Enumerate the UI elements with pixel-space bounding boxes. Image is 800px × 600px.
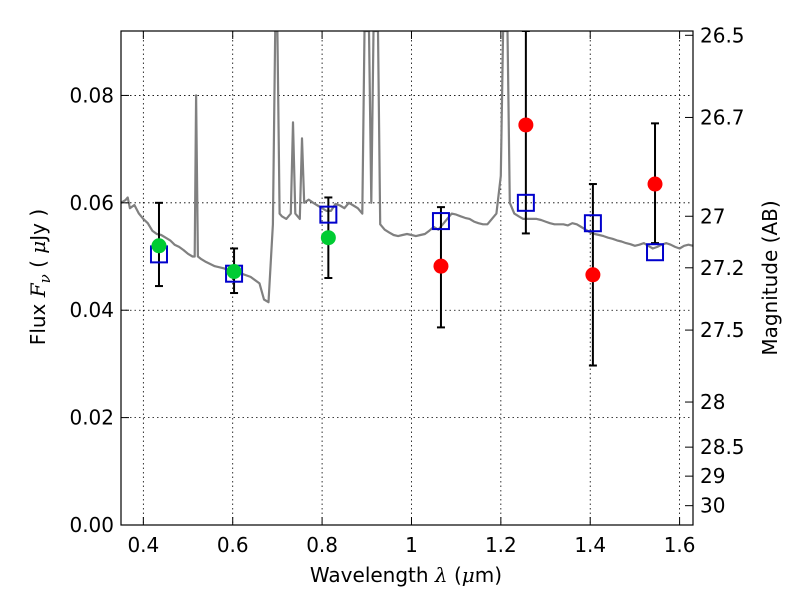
model-square-point (431, 212, 450, 231)
model-spectrum-line (121, 31, 693, 304)
y2-tick-label: 26.5 (700, 23, 745, 47)
y2-tick-label: 29 (700, 464, 725, 488)
y-axis-label-part: F (26, 282, 50, 298)
y2-axis-label: Magnitude (AB) (758, 200, 782, 355)
model-square-point (583, 214, 602, 233)
x-axis-label: Wavelength λ (μm) (310, 563, 502, 587)
y-tick-label: 0.00 (69, 513, 114, 537)
y2-tick-label: 30 (700, 494, 725, 518)
plot-frame (120, 30, 694, 526)
x-axis-label-part: Wavelength (310, 563, 435, 587)
y2-tick-label: 26.7 (700, 105, 745, 129)
observed-point (647, 176, 663, 192)
y-tick-label: 0.08 (69, 83, 114, 107)
y-tick-label: 0.04 (69, 298, 114, 322)
y-axis-label-part: Jy ) (26, 209, 50, 243)
x-axis-label-part: μ (462, 563, 475, 587)
x-tick-label: 0.8 (306, 533, 338, 557)
y-axis-label-part: Flux (26, 297, 50, 345)
y-axis-label: Flux Fν ( μJy ) (26, 209, 54, 345)
x-axis-label-part: λ (434, 563, 448, 587)
observed-point (585, 267, 601, 283)
observed-point (151, 238, 167, 254)
y2-tick-label: 28.5 (700, 435, 745, 459)
observed-point (320, 230, 336, 246)
x-tick-label: 0.4 (127, 533, 159, 557)
ticks: 0.4 0.6 0.8 1 1.2 1.4 1.6 0.00 0.02 0.04 0.06 0.08 2… (69, 23, 744, 557)
observed-point (518, 117, 534, 133)
y2-tick-label: 27.5 (700, 318, 745, 342)
x-axis-label-part: ( (448, 563, 462, 587)
observed-point (226, 264, 242, 280)
y-tick-label: 0.06 (69, 191, 114, 215)
x-tick-label: 1.2 (485, 533, 517, 557)
y-tick-label: 0.02 (69, 406, 114, 430)
x-tick-label: 1.4 (574, 533, 606, 557)
plot-data (121, 31, 693, 367)
observed-point (433, 258, 449, 274)
x-axis-label-part: m) (475, 563, 502, 587)
y2-tick-label: 27 (700, 204, 725, 228)
x-tick-label: 1 (405, 533, 418, 557)
y2-tick-label: 27.2 (700, 256, 745, 280)
y-axis-label-part: μ (26, 241, 50, 254)
y2-tick-label: 28 (700, 390, 725, 414)
model-square-point (646, 243, 665, 262)
model-square-point (319, 205, 338, 224)
model-square-point (516, 193, 535, 212)
x-tick-label: 1.6 (664, 533, 696, 557)
x-tick-label: 0.6 (217, 533, 249, 557)
y-axis-label-part: ν (36, 274, 54, 283)
y-axis-label-part: ( (26, 254, 50, 275)
